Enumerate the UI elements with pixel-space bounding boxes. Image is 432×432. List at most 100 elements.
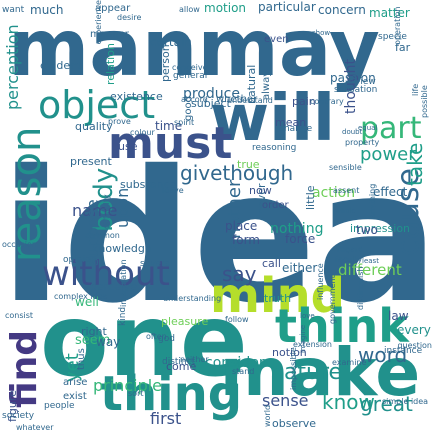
cloud-word: view bbox=[355, 77, 376, 87]
cloud-word: use bbox=[118, 140, 138, 153]
cloud-word: doubt bbox=[342, 128, 363, 136]
cloud-word: name bbox=[72, 201, 117, 220]
cloud-word: question bbox=[397, 341, 432, 350]
cloud-word: every bbox=[397, 323, 431, 337]
cloud-word: instance bbox=[384, 346, 423, 356]
cloud-word: arise bbox=[63, 377, 87, 388]
cloud-word: sense bbox=[262, 391, 309, 410]
cloud-word: simple idea bbox=[382, 397, 428, 406]
cloud-word: least bbox=[362, 257, 379, 265]
cloud-word: influence bbox=[316, 263, 325, 300]
cloud-word: imagination bbox=[119, 259, 128, 307]
cloud-word: general bbox=[173, 71, 207, 81]
cloud-word: life bbox=[411, 84, 420, 96]
cloud-word: evident bbox=[40, 59, 82, 72]
cloud-word: experience bbox=[94, 0, 103, 44]
cloud-word: form bbox=[232, 233, 260, 247]
cloud-word: people bbox=[44, 401, 75, 411]
cloud-word: desire bbox=[117, 13, 142, 22]
cloud-word: assent bbox=[333, 186, 359, 195]
cloud-word: neither bbox=[180, 355, 209, 364]
cloud-word: understanding bbox=[163, 294, 221, 303]
cloud-word: part bbox=[360, 111, 422, 146]
cloud-word: thus bbox=[76, 348, 87, 370]
cloud-word: imagine bbox=[299, 325, 307, 353]
cloud-word: understand bbox=[227, 96, 273, 105]
cloud-word: right bbox=[81, 325, 108, 338]
cloud-word: produce bbox=[183, 86, 240, 102]
cloud-word: much bbox=[30, 3, 64, 17]
cloud-word: relation bbox=[104, 43, 117, 85]
cloud-word: power bbox=[360, 144, 416, 165]
cloud-word: either bbox=[282, 261, 317, 275]
cloud-word: impossible bbox=[289, 347, 298, 390]
cloud-word: examine bbox=[332, 358, 367, 367]
cloud-word: show bbox=[312, 29, 330, 37]
cloud-word: conceive bbox=[172, 63, 208, 72]
cloud-word: truth bbox=[264, 292, 291, 305]
cloud-word: subject bbox=[191, 97, 232, 110]
cloud-word: concern bbox=[318, 3, 366, 17]
cloud-word: particular bbox=[258, 0, 316, 14]
cloud-word: appear bbox=[95, 3, 131, 14]
cloud-word: effect bbox=[373, 185, 408, 199]
cloud-word: difficulty bbox=[102, 194, 111, 229]
cloud-word: spirit bbox=[174, 118, 194, 127]
cloud-word: follow bbox=[225, 315, 249, 324]
cloud-word: distinguish bbox=[356, 266, 365, 310]
cloud-word: sensible bbox=[329, 163, 362, 172]
cloud-word: even bbox=[264, 34, 289, 45]
cloud-word: kind bbox=[118, 307, 128, 326]
cloud-word: different bbox=[338, 261, 402, 279]
cloud-word: time bbox=[155, 119, 182, 133]
cloud-word: existence bbox=[110, 90, 163, 103]
cloud-word: word bbox=[358, 343, 407, 367]
cloud-word: stand bbox=[232, 367, 254, 376]
cloud-word: often bbox=[146, 332, 167, 341]
cloud-word: thought bbox=[343, 58, 359, 114]
cloud-word: never bbox=[255, 183, 268, 215]
cloud-word: allow bbox=[179, 5, 200, 14]
cloud-word: pain bbox=[292, 95, 316, 108]
cloud-word: good bbox=[183, 96, 194, 121]
cloud-word: will bbox=[210, 82, 335, 156]
cloud-word: natural bbox=[245, 65, 258, 104]
cloud-word: whether bbox=[216, 94, 258, 105]
cloud-word: quality bbox=[75, 120, 113, 133]
cloud-word: anything bbox=[368, 184, 377, 219]
cloud-word: now bbox=[249, 184, 272, 197]
cloud-word: passion bbox=[330, 71, 376, 85]
cloud-word: alway bbox=[261, 71, 272, 100]
cloud-word: mind bbox=[210, 268, 345, 324]
cloud-word: far bbox=[395, 41, 411, 54]
cloud-word: manmay bbox=[8, 4, 380, 94]
cloud-word: say bbox=[222, 262, 257, 286]
cloud-word: motion bbox=[204, 1, 246, 15]
cloud-word: distinct bbox=[162, 357, 196, 367]
cloud-word: yet bbox=[62, 353, 83, 382]
cloud-word: operation bbox=[393, 7, 402, 45]
cloud-word: government bbox=[328, 275, 337, 324]
cloud-word: god bbox=[158, 334, 175, 344]
cloud-word: object bbox=[38, 83, 155, 127]
cloud-word: place bbox=[225, 219, 257, 233]
cloud-word: contrary bbox=[310, 97, 344, 106]
cloud-word: substance bbox=[120, 178, 176, 191]
cloud-word: force bbox=[285, 232, 315, 246]
cloud-word: thing bbox=[100, 366, 242, 422]
cloud-word: seem bbox=[75, 333, 110, 348]
cloud-word: law bbox=[388, 309, 409, 323]
cloud-word: come bbox=[166, 360, 196, 373]
cloud-word: call bbox=[262, 257, 281, 270]
cloud-word: leave bbox=[162, 186, 184, 195]
cloud-word: pleasure bbox=[161, 315, 209, 328]
cloud-word: manner bbox=[90, 29, 130, 40]
cloud-word: nature bbox=[270, 360, 342, 385]
cloud-word: upon bbox=[113, 188, 132, 228]
cloud-word: love bbox=[300, 312, 315, 320]
cloud-word: reason bbox=[4, 127, 50, 262]
cloud-word: way bbox=[96, 335, 120, 349]
cloud-word: extension bbox=[293, 340, 332, 349]
cloud-word: cause bbox=[391, 168, 426, 256]
